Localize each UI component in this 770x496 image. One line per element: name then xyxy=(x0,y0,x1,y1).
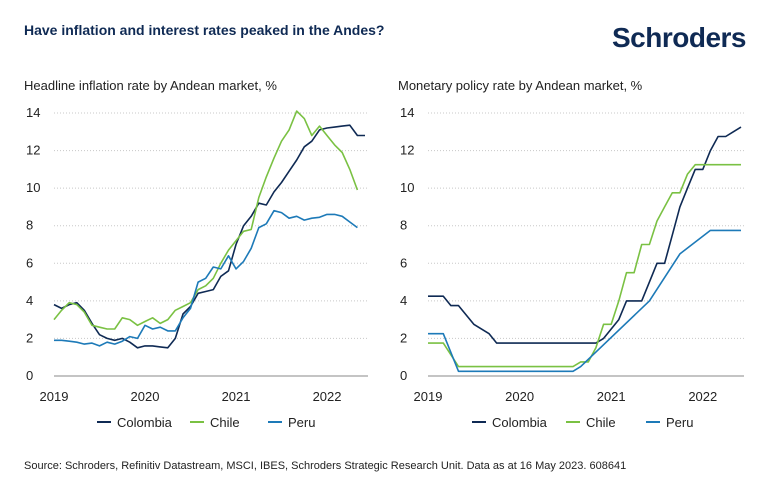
inflation-legend-label-peru: Peru xyxy=(288,415,315,430)
policy-rate-y-tick-label: 10 xyxy=(400,180,414,195)
policy-rate-series-chile xyxy=(428,163,741,368)
policy-rate-y-tick-label: 4 xyxy=(400,293,407,308)
policy-rate-y-tick-label: 12 xyxy=(400,143,414,158)
inflation-x-tick-label: 2019 xyxy=(40,389,69,404)
inflation-series-peru xyxy=(54,209,358,347)
policy-rate-legend-label-peru: Peru xyxy=(666,415,693,430)
source-note: Source: Schroders, Refinitiv Datastream,… xyxy=(24,460,627,472)
schroders-logo: Schroders xyxy=(612,22,747,53)
inflation-y-tick-label: 0 xyxy=(26,368,33,383)
inflation-series-colombia xyxy=(53,124,365,349)
inflation-series-chile xyxy=(53,110,359,330)
inflation-y-tick-label: 4 xyxy=(26,293,33,308)
policy-rate-series-colombia xyxy=(428,126,742,344)
inflation-y-tick-label: 10 xyxy=(26,180,40,195)
policy-rate-y-tick-label: 6 xyxy=(400,255,407,270)
policy-rate-y-tick-label: 2 xyxy=(400,330,407,345)
policy-rate-series-peru xyxy=(428,229,741,373)
policy-rate-x-tick-label: 2020 xyxy=(505,389,534,404)
policy-rate-x-tick-label: 2021 xyxy=(597,389,626,404)
policy-rate-y-tick-label: 8 xyxy=(400,218,407,233)
inflation-legend-label-chile: Chile xyxy=(210,415,240,430)
inflation-y-tick-label: 12 xyxy=(26,143,40,158)
left-chart-title: Headline inflation rate by Andean market… xyxy=(24,78,277,93)
policy-rate-x-tick-label: 2019 xyxy=(414,389,443,404)
right-chart-title: Monetary policy rate by Andean market, % xyxy=(398,78,643,93)
policy-rate-y-tick-label: 0 xyxy=(400,368,407,383)
inflation-y-tick-label: 8 xyxy=(26,218,33,233)
inflation-x-tick-label: 2020 xyxy=(131,389,160,404)
chart-title: Have inflation and interest rates peaked… xyxy=(24,22,385,38)
policy-rate-x-tick-label: 2022 xyxy=(688,389,717,404)
inflation-x-tick-label: 2022 xyxy=(313,389,342,404)
inflation-y-tick-label: 2 xyxy=(26,330,33,345)
policy-rate-y-tick-label: 14 xyxy=(400,105,414,120)
inflation-x-tick-label: 2021 xyxy=(222,389,251,404)
inflation-y-tick-label: 14 xyxy=(26,105,40,120)
inflation-y-tick-label: 6 xyxy=(26,255,33,270)
inflation-legend-label-colombia: Colombia xyxy=(117,415,173,430)
policy-rate-legend-label-chile: Chile xyxy=(586,415,616,430)
policy-rate-legend-label-colombia: Colombia xyxy=(492,415,548,430)
